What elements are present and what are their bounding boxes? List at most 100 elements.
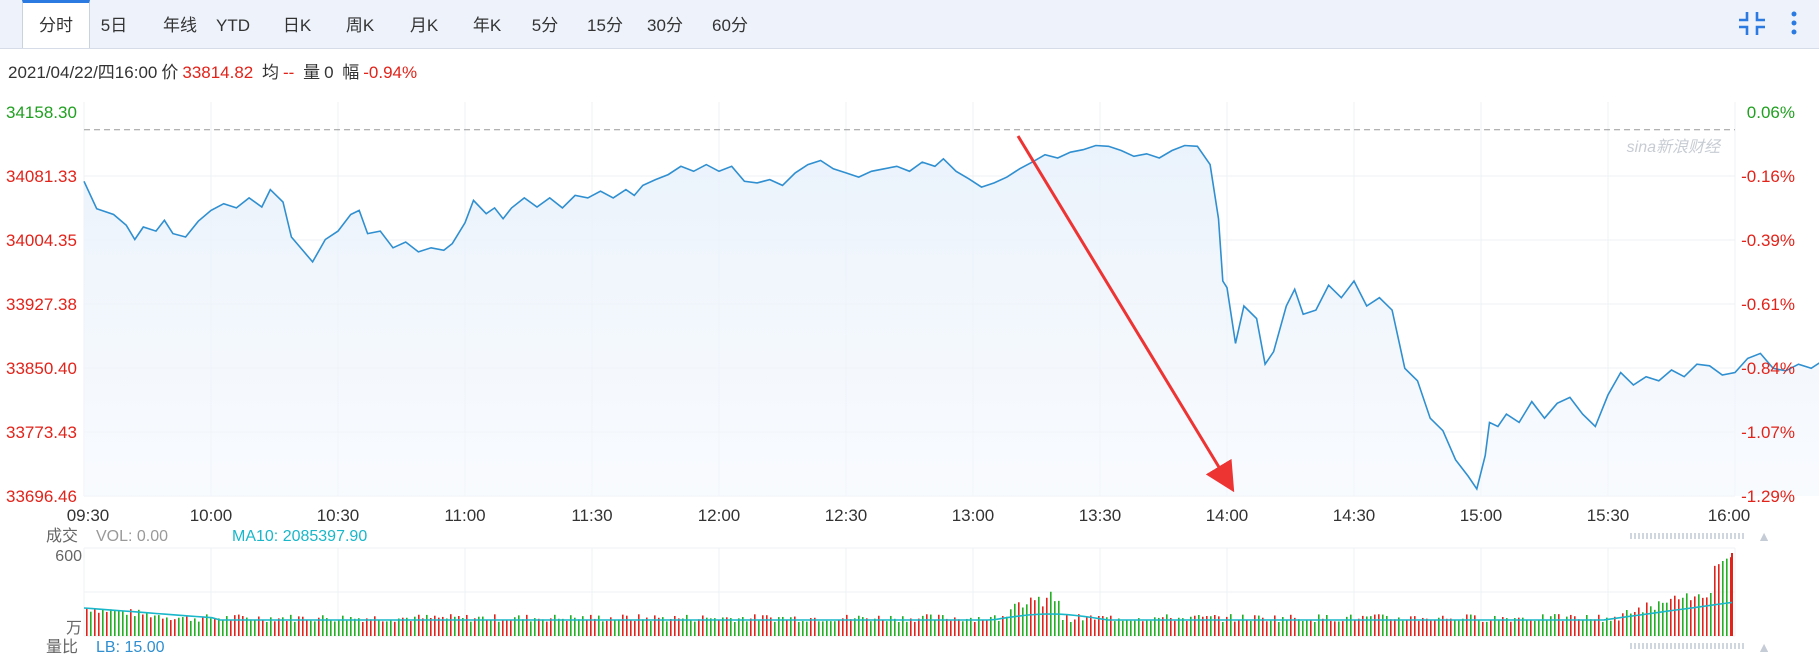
avg-label: 均: [262, 63, 279, 82]
volume-bar: [426, 614, 428, 636]
volume-bar: [550, 618, 552, 636]
volume-bar: [254, 620, 256, 636]
x-tick-label: 14:00: [1206, 506, 1249, 525]
volume-bar: [258, 616, 260, 636]
tab-1[interactable]: 5日: [100, 16, 128, 35]
volume-bar: [1598, 614, 1600, 636]
volume-bar: [898, 621, 900, 636]
volume-bar: [1438, 617, 1440, 636]
volume-bar: [1082, 620, 1084, 636]
volume-bar: [1222, 621, 1224, 636]
volume-bar: [1558, 614, 1560, 636]
volume-bar: [490, 619, 492, 636]
volume-bar: [354, 618, 356, 636]
volume-bar: [1238, 619, 1240, 636]
volume-bar: [494, 614, 496, 636]
volume-bar: [390, 620, 392, 636]
volume-bar: [250, 619, 252, 636]
tab-0[interactable]: 分时: [22, 0, 90, 48]
x-tick-label: 10:30: [317, 506, 360, 525]
more-icon[interactable]: [1788, 10, 1800, 38]
volume-bar: [1446, 618, 1448, 636]
volume-bar: [1186, 621, 1188, 636]
volume-bar: [1190, 616, 1192, 636]
volume-bar: [802, 621, 804, 636]
volume-bar: [306, 620, 308, 636]
volume-bar: [1470, 614, 1472, 636]
tab-11[interactable]: 60分: [712, 16, 748, 35]
volume-bar: [1378, 614, 1380, 636]
volume-bar: [1654, 609, 1656, 636]
volume-bar: [1174, 620, 1176, 636]
volume-bar: [662, 617, 664, 636]
volume-bar: [1162, 617, 1164, 636]
volume-bar: [766, 615, 768, 636]
tab-9[interactable]: 15分: [587, 16, 623, 35]
volume-bar: [1658, 601, 1660, 636]
scroll-up-icon[interactable]: ▲: [1757, 528, 1771, 544]
volume-bar: [182, 617, 184, 636]
tab-5[interactable]: 周K: [345, 16, 375, 35]
volume-bar: [1122, 620, 1124, 636]
volume-bar: [442, 616, 444, 636]
volume-bar: [1510, 621, 1512, 636]
tab-6[interactable]: 月K: [409, 16, 439, 35]
volume-bar: [102, 609, 104, 636]
volume-bar: [866, 618, 868, 636]
volume-bar: [830, 621, 832, 636]
volume-bar: [1290, 614, 1292, 636]
volume-bar: [1302, 621, 1304, 636]
volume-bar: [1550, 616, 1552, 636]
price-value: 33814.82: [182, 63, 254, 82]
volume-bar: [298, 616, 300, 636]
volume-bar: [1422, 617, 1424, 636]
volume-bar: [310, 620, 312, 636]
tab-3[interactable]: YTD: [216, 16, 250, 35]
volume-bar: [738, 618, 740, 636]
volume-max-label: 600: [55, 548, 82, 565]
volume-bar: [622, 614, 624, 636]
volume-bar: [618, 619, 620, 636]
volume-bar: [234, 615, 236, 636]
tab-8[interactable]: 5分: [531, 16, 559, 35]
volume-bar: [1266, 621, 1268, 636]
volume-bar: [1242, 614, 1244, 636]
volume-bar: [1462, 618, 1464, 636]
volume-bar: [1426, 618, 1428, 636]
volume-bar: [1014, 603, 1016, 636]
volume-bar: [590, 614, 592, 636]
volume-bar: [890, 615, 892, 636]
volume-bar: [1270, 620, 1272, 636]
collapse-icon[interactable]: [1738, 10, 1768, 38]
volume-bar: [602, 621, 604, 636]
volume-bar: [1406, 619, 1408, 636]
volume-bar: [646, 617, 648, 636]
volume-bar: [1722, 561, 1724, 636]
volume-bar: [394, 621, 396, 636]
volume-bar: [1662, 602, 1664, 636]
scroll-up-icon-lower[interactable]: ▲: [1757, 639, 1771, 655]
volume-bar: [1034, 600, 1036, 636]
volume-bar: [262, 619, 264, 636]
volume-bar: [1702, 597, 1704, 636]
volume-bar: [1382, 614, 1384, 636]
volume-bar: [930, 614, 932, 636]
tab-7[interactable]: 年K: [472, 16, 502, 35]
volume-bar: [110, 609, 112, 636]
volume-bar: [1114, 621, 1116, 636]
volume-bar: [1154, 617, 1156, 636]
volume-bar: [318, 617, 320, 636]
volume-bar: [694, 621, 696, 636]
volume-bar: [1490, 619, 1492, 636]
tab-2[interactable]: 年线: [163, 16, 197, 35]
y-left-tick-label: 33850.40: [6, 359, 77, 378]
tab-4[interactable]: 日K: [282, 16, 312, 35]
volume-bar: [1030, 597, 1032, 636]
price-line: [83, 144, 1819, 491]
volume-bar: [1150, 620, 1152, 636]
tab-10[interactable]: 30分: [647, 16, 683, 35]
volume-bar: [206, 614, 208, 636]
volume-bar: [1590, 619, 1592, 636]
volume-bar: [1318, 614, 1320, 636]
volume-bar: [374, 616, 376, 636]
